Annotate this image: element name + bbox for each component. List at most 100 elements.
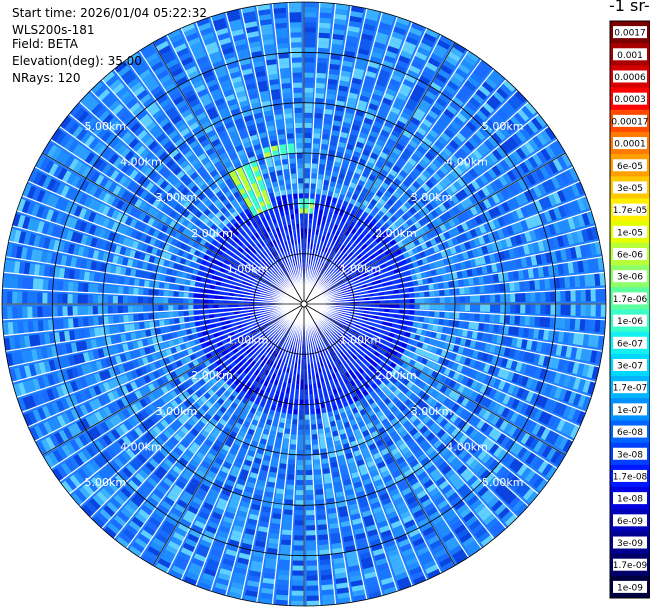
ppi-gate [304,223,308,229]
ppi-gate [427,57,441,68]
ppi-gate [384,160,394,169]
ppi-gate [455,131,467,143]
ppi-gate [306,545,317,551]
ppi-gate [534,113,547,128]
ppi-gate [304,153,311,159]
ppi-gate [492,273,499,283]
ppi-gate [362,253,369,259]
ppi-gate [406,326,413,332]
ppi-gate [305,495,315,501]
ppi-gate [403,314,410,320]
ppi-gate [316,183,322,190]
ppi-gate [304,137,312,144]
ppi-gate [561,153,572,167]
ppi-gate [389,308,395,313]
ppi-gate [515,258,523,269]
ppi-gate [424,310,430,316]
ppi-gate [524,230,532,242]
ppi-gate [507,136,519,149]
ppi-gate [390,129,401,138]
ppi-gate [416,79,428,90]
ppi-gate [413,315,420,321]
ppi-gate [396,92,408,102]
ppi-gate [336,249,342,255]
ppi-gate [438,150,449,161]
ppi-gate [397,115,408,125]
ppi-gate [530,378,539,391]
ppi-gate [350,262,357,268]
ppi-gate [433,139,444,150]
ppi-gate [334,283,340,288]
ppi-gate [390,73,403,83]
ppi-gate [329,256,334,262]
ppi-gate [532,153,543,166]
ppi-gate [443,84,456,95]
ppi-gate [304,67,315,73]
ppi-gate [464,259,472,268]
ppi-gate [499,314,506,324]
ppi-gate [545,304,551,315]
ppi-gate [552,357,560,370]
ppi-gate [305,505,315,511]
ppi-gate [336,146,345,153]
ppi-gate [275,594,289,601]
ppi-gate [525,377,534,389]
ppi-gate [352,317,358,321]
ppi-gate [442,146,453,157]
ppi-gate [377,269,384,275]
ppi-gate [533,199,543,212]
ppi-gate [355,282,362,287]
ppi-gate [459,312,465,320]
ppi-gate [495,190,505,202]
ppi-gate [425,270,432,277]
ppi-gate [342,253,348,259]
ppi-gate [516,374,525,385]
ppi-gate [439,311,445,318]
ppi-gate [367,260,374,266]
ppi-gate [413,285,419,292]
ppi-gate [479,294,486,303]
ppi-gate [460,143,471,155]
ppi-gate [425,165,435,175]
ppi-gate [520,362,528,374]
ppi-gate [298,424,304,430]
ppi-gate [356,253,363,260]
ppi-gate [389,151,399,160]
ppi-gate [292,575,304,581]
ppi-gate [464,155,475,167]
ppi-gate [370,169,379,177]
ppi-gate [379,151,389,160]
ppi-gate [306,535,317,541]
ppi-gate [296,475,304,481]
ppi-gate [282,529,293,536]
ppi-gate [547,329,555,341]
ppi-gate [306,595,320,601]
ppi-gate [348,15,362,23]
ppi-gate [479,105,491,118]
ppi-gate [320,262,325,268]
ppi-gate [297,459,304,466]
ppi-gate [422,137,433,147]
ppi-gate [589,273,596,287]
ppi-gate [443,210,452,220]
ppi-gate [397,319,404,324]
ppi-gate [321,275,326,281]
ppi-gate [347,266,353,271]
ppi-gate [333,273,339,279]
ppi-gate [363,75,375,84]
ppi-gate [584,274,591,287]
ppi-gate [304,62,315,68]
ppi-gate [483,210,492,221]
ppi-gate [370,51,383,60]
ppi-gate [440,266,447,274]
ppi-gate [308,208,314,214]
ppi-gate [382,267,389,273]
ppi-gate [384,304,390,308]
ppi-gate [373,271,379,277]
ppi-gate [329,233,335,240]
ppi-gate [520,256,528,268]
ppi-gate [556,235,565,248]
ppi-gate [354,268,361,274]
ppi-gate [370,247,377,254]
ppi-gate [357,226,364,234]
